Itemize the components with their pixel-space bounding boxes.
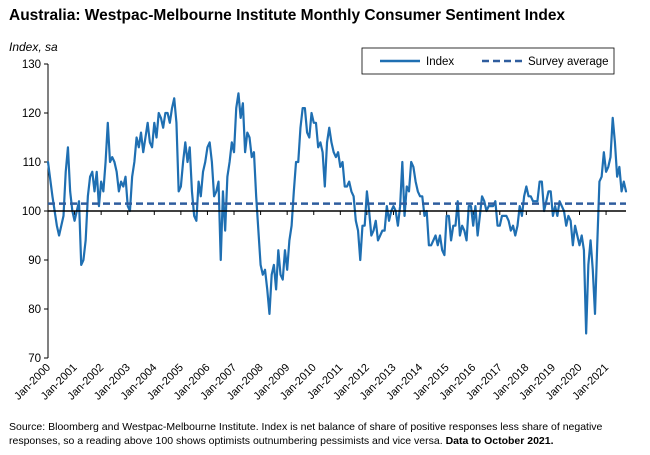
x-axis: Jan-2000Jan-2001Jan-2002Jan-2003Jan-2004… [12, 211, 611, 403]
y-tick-label: 80 [28, 304, 41, 316]
footnote: Source: Bloomberg and Westpac-Melbourne … [9, 420, 644, 448]
chart-title: Australia: Westpac-Melbourne Institute M… [9, 7, 566, 24]
y-axis-unit-label: Index, sa [9, 40, 58, 54]
y-tick-label: 100 [22, 206, 41, 218]
y-tick-label: 120 [22, 108, 41, 120]
y-tick-label: 110 [23, 157, 41, 169]
y-tick-label: 70 [28, 353, 41, 365]
footnote-source-text: Source: Bloomberg and Westpac-Melbourne … [9, 421, 603, 447]
legend-label-survey-average: Survey average [528, 56, 609, 68]
legend: Index Survey average [361, 47, 615, 75]
legend-label-index: Index [426, 56, 454, 68]
y-tick-label: 130 [22, 59, 41, 71]
y-axis: 70 80 90 100 110 120 130 [22, 59, 49, 365]
series-index-line [46, 92, 628, 335]
plot-area [46, 92, 628, 335]
footnote-data-note: Data to October 2021. [445, 435, 554, 447]
y-tick-label: 90 [28, 255, 41, 267]
